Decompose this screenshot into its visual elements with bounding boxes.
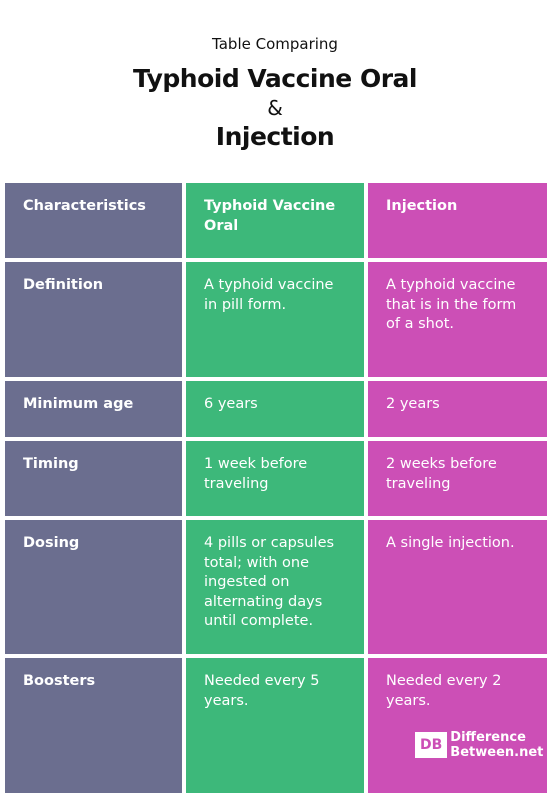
table-cell: Injection	[368, 183, 547, 258]
table-cell: Typhoid Vaccine Oral	[186, 183, 364, 258]
table-cell: 2 years	[368, 381, 547, 437]
ampersand: &	[267, 96, 283, 120]
table-cell: A typhoid vaccine that is in the form of…	[368, 262, 547, 377]
table-cell: Needed every 2 years.	[368, 658, 547, 793]
logo-text: Difference Between.net	[450, 730, 543, 760]
table-cell: Dosing	[5, 520, 182, 654]
table-cell: A typhoid vaccine in pill form.	[186, 262, 364, 377]
table-cell: 2 weeks before traveling	[368, 441, 547, 516]
table-cell: Characteristics	[5, 183, 182, 258]
table-cell: 6 years	[186, 381, 364, 437]
title: Injection	[215, 122, 335, 151]
table-cell: 4 pills or capsules total; with one inge…	[186, 520, 364, 654]
title: Typhoid Vaccine Oral	[133, 64, 417, 93]
table-cell: A single injection.	[368, 520, 547, 654]
logo: DB Difference Between.net	[415, 730, 543, 760]
table-cell: Definition	[5, 262, 182, 377]
table-cell: Timing	[5, 441, 182, 516]
logo-line: Difference	[450, 730, 526, 745]
logo-mark: DB	[415, 732, 448, 758]
logo-line: Between.net	[450, 745, 544, 760]
table-cell: Minimum age	[5, 381, 182, 437]
table-cell: 1 week before traveling	[186, 441, 364, 516]
subtitle: Table Comparing	[212, 35, 338, 53]
table-cell: Needed every 5 years.	[186, 658, 364, 793]
table-cell: Boosters	[5, 658, 182, 793]
